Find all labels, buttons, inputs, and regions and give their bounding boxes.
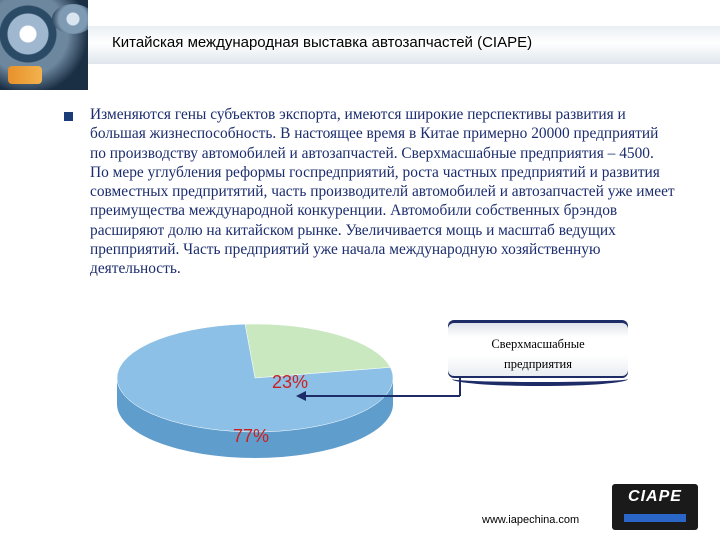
pie-chart [116,323,394,458]
callout-line-2: предприятия [504,357,572,371]
slide-title: Китайская международная выставка автозап… [112,34,533,51]
logo-text: CIAPE [628,488,682,505]
bullet-square-icon [64,112,73,121]
indicator-light-image [8,66,42,84]
callout-label: Сверхмасшабные предприятия [448,334,628,374]
data-label-77: 77% [233,426,270,446]
callout-underline [452,372,628,386]
pie-slice-77 [116,323,394,433]
headlight-image [52,4,88,34]
website-url: www.iapechina.com [482,514,580,526]
pie-slice-23 [244,323,391,379]
body-paragraph: Изменяются гены субъектов экспорта, имею… [90,106,675,278]
ciape-logo [612,484,698,530]
data-label-23: 23% [272,372,309,392]
pie-side-wall [117,378,393,458]
header-top-area [88,0,720,26]
callout-box [448,320,628,378]
header-bar [88,26,720,64]
logo-strip [624,514,686,522]
header-car-photo [0,0,88,90]
callout-line-1: Сверхмасшабные [491,337,585,351]
